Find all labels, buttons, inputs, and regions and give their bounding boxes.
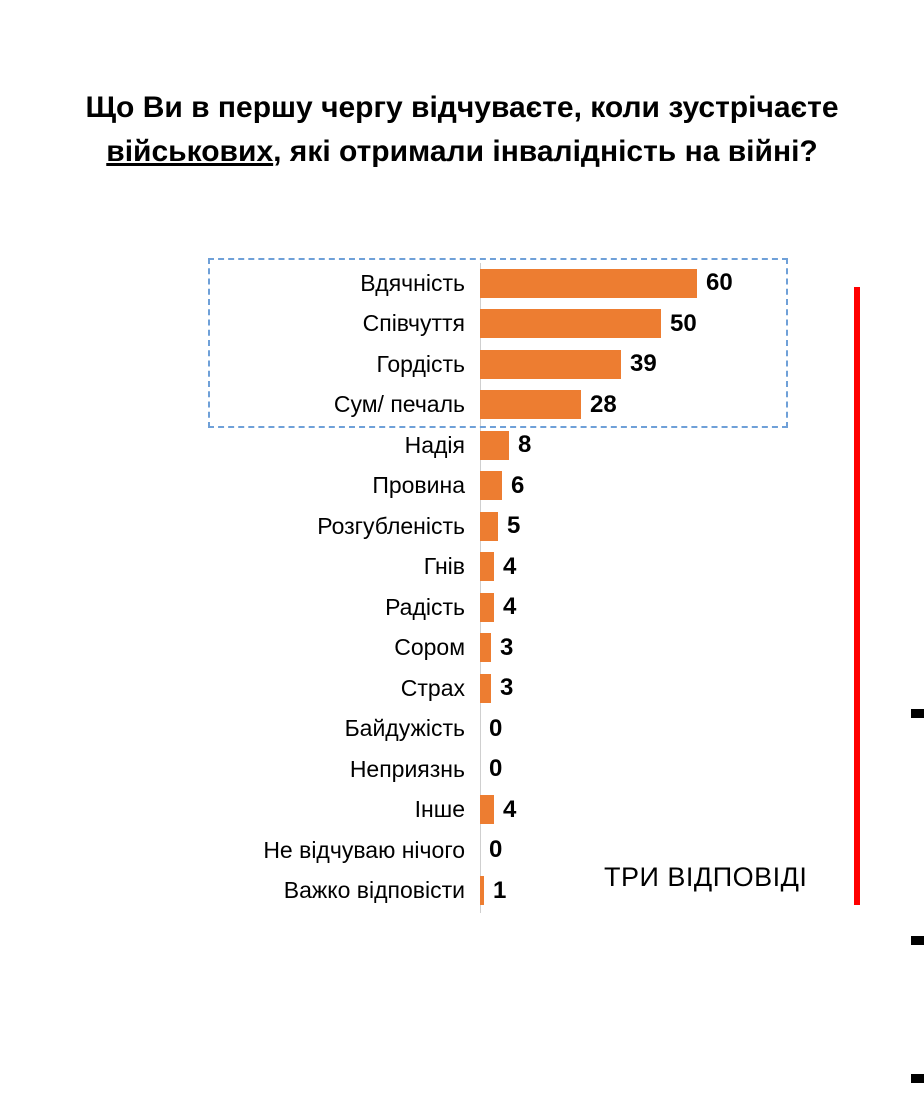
chart-row: Інше 4 [0,790,924,831]
category-label: Неприязнь [349,755,465,782]
bar-area: 0 [480,749,502,790]
bar-area: 4 [480,587,516,628]
category-label: Провина [372,472,465,499]
chart-title-line1: Що Ви в першу чергу відчуваєте, коли зус… [85,91,839,124]
category-label: Байдужість [344,715,465,742]
edge-dash-mark [911,936,924,945]
value-label: 4 [503,593,517,621]
bar-area: 60 [480,263,733,304]
bar-area: 5 [480,506,520,547]
bar-area: 3 [480,668,513,709]
bar [480,552,494,582]
chart-row: Байдужість 0 [0,709,924,750]
chart-title-line2-rest: , які отримали інвалідність на війні? [273,134,818,168]
category-label: Важко відповісти [283,877,465,904]
edge-dash-mark [911,709,924,718]
chart-row: Неприязнь 0 [0,749,924,790]
bar [480,430,509,460]
chart-row: Гордість 39 [0,344,924,385]
category-label: Надія [404,431,465,458]
chart-title-underlined-word: військових [106,134,274,168]
value-label: 3 [500,674,514,702]
chart-row: Надія 8 [0,425,924,466]
value-label: 5 [507,512,521,540]
bar [480,592,494,622]
value-label: 39 [630,350,657,378]
bar [480,390,581,420]
value-label: 0 [489,755,503,783]
chart-rows: Вдячність 60 Співчуття 50 Гордість 39 Сум/ печ… [0,263,924,911]
bar [480,349,621,379]
bar [480,268,697,298]
value-label: 0 [489,714,503,742]
bar [480,795,494,825]
chart-row: Сором 3 [0,628,924,669]
value-label: 6 [511,471,525,499]
bar-area: 3 [480,628,513,669]
value-label: 0 [489,836,503,864]
chart-row: Провина 6 [0,466,924,507]
chart-row: Вдячність 60 [0,263,924,304]
chart-row: Розгубленість 5 [0,506,924,547]
chart-row: Важко відповісти 1 [0,871,924,912]
bar [480,309,661,339]
value-label: 3 [500,633,514,661]
value-label: 28 [590,390,617,418]
category-label: Не відчуваю нічого [263,836,465,863]
chart-row: Сум/ печаль 28 [0,385,924,426]
chart-row: Не відчуваю нічого 0 [0,830,924,871]
category-label: Сором [394,634,465,661]
category-label: Гордість [376,350,465,377]
category-label: Гнів [423,553,465,580]
category-label: Радість [385,593,465,620]
value-label: 4 [503,552,517,580]
value-label: 8 [518,431,532,459]
category-label: Інше [414,796,465,823]
chart-row: Співчуття 50 [0,304,924,345]
bar-area: 0 [480,830,502,871]
value-label: 60 [706,269,733,297]
category-label: Страх [400,674,465,701]
bar-area: 4 [480,547,516,588]
axis-baseline [480,263,481,913]
bar [480,471,502,501]
bar [480,876,484,906]
bar [480,673,491,703]
category-label: Вдячність [360,269,465,296]
value-label: 1 [493,876,507,904]
bar-area: 0 [480,709,502,750]
three-answers-note: ТРИ ВІДПОВІДІ [604,862,808,892]
category-label: Розгубленість [317,512,465,539]
bar-area: 4 [480,790,516,831]
red-accent-line [854,287,860,905]
edge-dash-mark [911,1074,924,1083]
value-label: 4 [503,795,517,823]
bar-area: 50 [480,304,697,345]
bar-area: 39 [480,344,657,385]
bar [480,633,491,663]
chart-title: Що Ви в першу чергу відчуваєте, коли зус… [30,86,894,173]
top-answers-highlight-box [208,258,788,428]
chart-row: Гнів 4 [0,547,924,588]
bar-area: 28 [480,385,617,426]
category-label: Співчуття [362,310,465,337]
bar [480,511,498,541]
bar-area: 1 [480,871,506,912]
chart-row: Радість 4 [0,587,924,628]
chart-row: Страх 3 [0,668,924,709]
bar-area: 6 [480,466,524,507]
category-label: Сум/ печаль [333,391,465,418]
bar-area: 8 [480,425,531,466]
value-label: 50 [670,309,697,337]
